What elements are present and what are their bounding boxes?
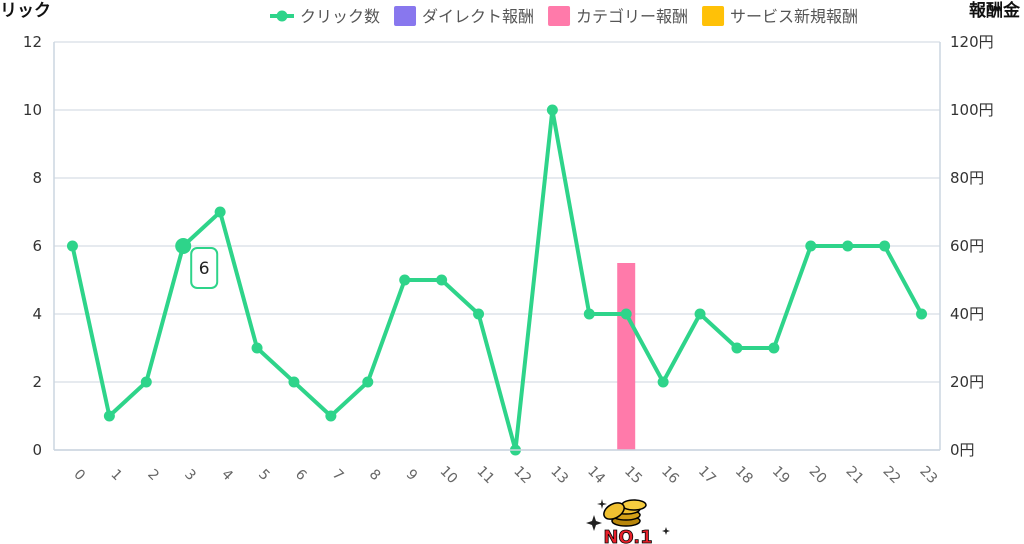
x-tick-label: 2 [144, 466, 162, 484]
x-tick-label: 12 [510, 463, 534, 487]
x-tick-label: 13 [547, 463, 571, 487]
data-point-5[interactable] [251, 342, 263, 354]
y-right-tick-label: 0円 [950, 441, 975, 459]
data-point-3[interactable] [175, 238, 192, 254]
data-point-22[interactable] [879, 240, 891, 252]
x-tick-label: 10 [436, 463, 460, 487]
legend-swatch [394, 6, 417, 26]
data-point-15[interactable] [620, 308, 632, 320]
x-tick-label: 4 [218, 466, 236, 484]
data-point-14[interactable] [583, 308, 595, 320]
y-left-tick-label: 10 [23, 101, 42, 119]
data-point-18[interactable] [731, 342, 743, 354]
data-point-8[interactable] [362, 376, 374, 388]
x-tick-label: 17 [695, 463, 719, 487]
x-tick-label: 23 [916, 463, 940, 487]
legend-item[interactable]: サービス新規報酬 [702, 6, 858, 26]
x-tick-label: 22 [879, 463, 903, 487]
legend-swatch [702, 6, 725, 26]
y-left-tick-label: 6 [32, 237, 42, 255]
data-point-10[interactable] [436, 274, 448, 286]
legend-item[interactable]: クリック数 [270, 7, 380, 26]
x-tick-label: 8 [366, 466, 384, 484]
line-series[interactable] [66, 104, 928, 456]
data-point-19[interactable] [768, 342, 780, 354]
grid-lines [54, 41, 940, 451]
x-tick-label: 20 [806, 463, 830, 487]
no1-badge: NO.1 [586, 499, 670, 544]
x-tick-label: 15 [621, 463, 645, 487]
x-tick-label: 16 [658, 463, 682, 487]
x-tick-label: 7 [329, 466, 347, 484]
data-point-13[interactable] [546, 104, 558, 116]
tooltip-value: 6 [199, 259, 210, 279]
legend-label: カテゴリー報酬 [576, 7, 688, 26]
x-tick-label: 21 [843, 463, 867, 487]
y-left-tick-label: 12 [23, 33, 42, 51]
x-tick-label: 19 [769, 463, 793, 487]
y-right-tick-label: 80円 [950, 169, 984, 187]
line-path [70, 108, 924, 452]
y-right-tick-label: 120円 [950, 33, 994, 51]
tooltip: 6 [190, 247, 219, 289]
x-tick-label: 0 [70, 466, 88, 484]
data-point-6[interactable] [288, 376, 300, 388]
legend-marker [276, 10, 288, 22]
legend-item[interactable]: カテゴリー報酬 [548, 6, 688, 26]
data-point-17[interactable] [694, 308, 706, 320]
bar-series [617, 263, 636, 450]
y-left-tick-label: 4 [32, 305, 42, 323]
y-left-tick-label: 0 [32, 441, 42, 459]
data-point-1[interactable] [103, 410, 115, 422]
legend-swatch [548, 6, 571, 26]
data-point-16[interactable] [657, 376, 669, 388]
bar-カテゴリー報酬-15[interactable] [617, 263, 636, 450]
x-tick-label: 14 [584, 463, 608, 487]
y-left-axis-title: リック [0, 1, 51, 21]
x-tick-label: 1 [107, 466, 125, 484]
x-tick-label: 5 [255, 466, 273, 484]
x-tick-label: 3 [181, 466, 199, 484]
data-point-21[interactable] [842, 240, 854, 252]
data-point-4[interactable] [214, 206, 226, 218]
legend-label: ダイレクト報酬 [422, 7, 534, 26]
legend[interactable]: クリック数 ダイレクト報酬 カテゴリー報酬 サービス新規報酬 [270, 6, 858, 26]
x-tick-label: 9 [403, 466, 421, 484]
y-right-tick-label: 60円 [950, 237, 984, 255]
gold-coins-icon [586, 499, 670, 535]
y-right-tick-label: 20円 [950, 373, 984, 391]
legend-item[interactable]: ダイレクト報酬 [394, 6, 534, 26]
data-point-9[interactable] [399, 274, 411, 286]
x-tick-label: 18 [732, 463, 756, 487]
x-tick-label: 11 [473, 463, 497, 487]
data-point-2[interactable] [140, 376, 152, 388]
data-point-23[interactable] [916, 308, 928, 320]
legend-label: サービス新規報酬 [730, 7, 858, 26]
data-point-11[interactable] [473, 308, 485, 320]
data-point-0[interactable] [66, 240, 78, 252]
y-left-tick-label: 8 [32, 169, 42, 187]
y-right-axis-title: 報酬金 [969, 0, 1021, 21]
data-point-7[interactable] [325, 410, 337, 422]
y-left-tick-label: 2 [32, 373, 42, 391]
y-right-tick-label: 100円 [950, 101, 994, 119]
y-right-tick-label: 40円 [950, 305, 984, 323]
data-point-20[interactable] [805, 240, 817, 252]
badge-text: NO.1 [603, 527, 652, 544]
legend-label: クリック数 [300, 7, 380, 26]
x-tick-label: 6 [292, 466, 310, 484]
